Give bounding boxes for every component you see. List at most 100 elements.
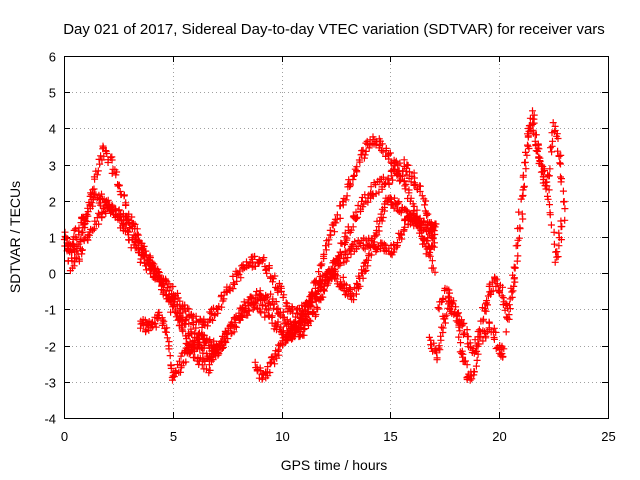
data-point (151, 319, 159, 327)
y-axis-label: SDTVAR / TECUs (7, 181, 23, 293)
data-point (350, 172, 358, 180)
data-point (394, 199, 402, 207)
data-point (390, 248, 398, 256)
data-point (455, 333, 463, 341)
data-point (394, 239, 401, 247)
data-point (314, 305, 322, 313)
data-point (269, 356, 277, 364)
y-tick-label: 4 (49, 122, 56, 137)
data-point (395, 198, 403, 206)
data-point (439, 294, 447, 302)
data-point (283, 335, 291, 343)
data-point (364, 256, 372, 264)
y-tick-label: -1 (44, 303, 56, 318)
data-point (218, 303, 226, 311)
data-point (89, 186, 97, 194)
data-point (538, 161, 546, 169)
data-point (160, 287, 168, 295)
data-point (354, 202, 362, 209)
data-point (146, 252, 154, 260)
data-point (130, 231, 138, 239)
data-point (508, 288, 516, 296)
data-point (530, 111, 538, 119)
data-point (194, 338, 202, 346)
data-point (487, 290, 495, 298)
data-point (475, 340, 483, 348)
data-point (546, 201, 553, 209)
data-point (456, 327, 464, 335)
data-point (492, 328, 500, 336)
data-point (550, 228, 558, 236)
data-point (385, 179, 393, 187)
data-point (557, 223, 565, 231)
data-point (370, 238, 378, 246)
y-tick-label: 0 (49, 267, 56, 282)
data-point (313, 304, 321, 311)
data-point (554, 253, 562, 261)
data-point (65, 240, 73, 247)
data-point (142, 247, 150, 255)
data-point (490, 324, 498, 332)
data-point (350, 171, 358, 179)
data-point (336, 202, 344, 210)
data-point (138, 246, 146, 254)
data-point (356, 282, 364, 290)
data-point (213, 347, 221, 355)
data-point (290, 330, 298, 338)
data-point (148, 258, 156, 266)
data-point (367, 183, 375, 191)
data-point (274, 304, 282, 312)
data-point (78, 246, 86, 254)
data-point (353, 167, 361, 175)
data-point (464, 333, 472, 341)
data-point (156, 277, 164, 285)
y-tick-label: 3 (49, 159, 56, 174)
data-point (378, 217, 386, 225)
data-point (485, 318, 493, 326)
data-point (557, 178, 565, 186)
data-point (289, 309, 297, 317)
data-point (125, 228, 133, 236)
data-point (512, 242, 520, 250)
data-point (561, 205, 569, 213)
data-point (556, 159, 564, 167)
data-point (233, 277, 241, 285)
data-point (317, 285, 325, 293)
data-point (192, 345, 200, 353)
data-point (249, 305, 257, 313)
data-point (332, 267, 340, 275)
data-point (262, 291, 270, 299)
data-point (510, 275, 518, 283)
data-point (99, 205, 107, 212)
data-point (258, 257, 266, 265)
data-point (283, 300, 291, 308)
data-point (315, 268, 323, 276)
data-point (349, 223, 357, 231)
data-point (472, 362, 480, 370)
data-point (505, 301, 513, 309)
data-point (466, 376, 474, 384)
data-point (260, 254, 268, 262)
data-point (280, 291, 288, 299)
data-point (116, 188, 124, 195)
data-point (247, 293, 255, 301)
data-point (124, 219, 132, 227)
data-point (507, 284, 515, 292)
data-point (460, 331, 467, 339)
data-point (551, 258, 559, 266)
data-point (212, 341, 220, 348)
y-tick-label: -4 (44, 412, 56, 427)
series-track-d (137, 194, 440, 384)
data-point (165, 338, 173, 346)
data-point (557, 236, 565, 244)
data-point (434, 304, 442, 312)
x-tick-label: 20 (492, 429, 506, 444)
data-point (148, 265, 156, 273)
data-point (230, 328, 238, 336)
data-point (177, 315, 185, 323)
data-point (240, 298, 248, 306)
data-point (275, 310, 283, 318)
data-point (300, 331, 308, 339)
data-point (84, 212, 92, 220)
